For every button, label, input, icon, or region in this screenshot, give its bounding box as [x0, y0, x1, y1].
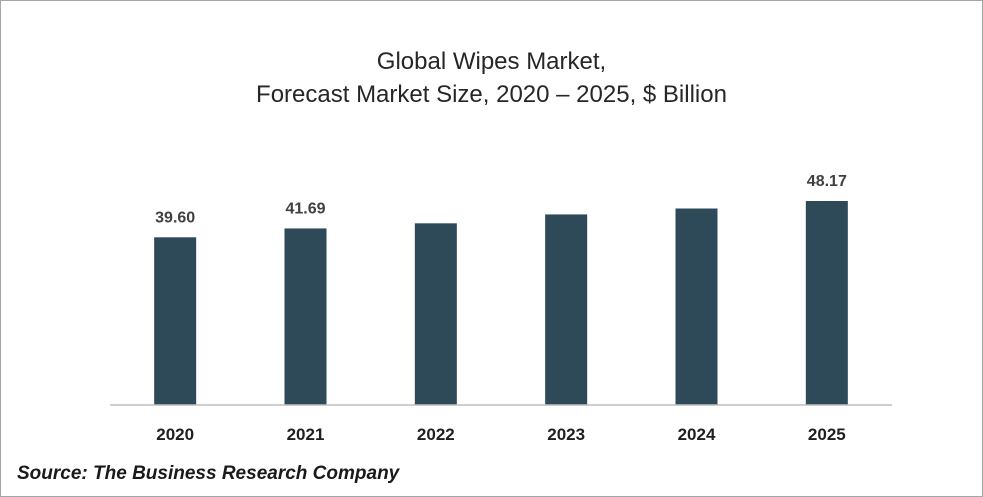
- data-label-2021: 41.69: [285, 200, 325, 217]
- bar-2021: [284, 228, 327, 405]
- x-tick-2025: 2025: [808, 425, 846, 444]
- x-tick-2021: 2021: [287, 425, 325, 444]
- chart-title: Global Wipes Market,: [376, 48, 607, 75]
- data-labels-group: 39.60 41.69 48.17: [155, 173, 847, 226]
- x-tick-2024: 2024: [678, 425, 716, 444]
- source-note: Source: The Business Research Company: [17, 463, 400, 484]
- bar-2025: [805, 201, 848, 405]
- bars-group: [154, 201, 848, 405]
- bar-2024: [675, 208, 718, 405]
- data-label-2020: 39.60: [155, 209, 195, 226]
- x-tick-2020: 2020: [156, 425, 194, 444]
- bar-2023: [545, 214, 588, 405]
- chart-subtitle: Forecast Market Size, 2020 – 2025, $ Bil…: [256, 81, 727, 108]
- bar-2020: [154, 237, 197, 405]
- data-label-2025: 48.17: [807, 173, 847, 190]
- chart-title-block: Global Wipes Market, Forecast Market Siz…: [1, 45, 982, 111]
- x-tick-labels-group: 2020 2021 2022 2023 2024 2025: [156, 425, 845, 444]
- bar-2022: [414, 223, 457, 405]
- x-tick-2022: 2022: [417, 425, 455, 444]
- x-tick-2023: 2023: [547, 425, 585, 444]
